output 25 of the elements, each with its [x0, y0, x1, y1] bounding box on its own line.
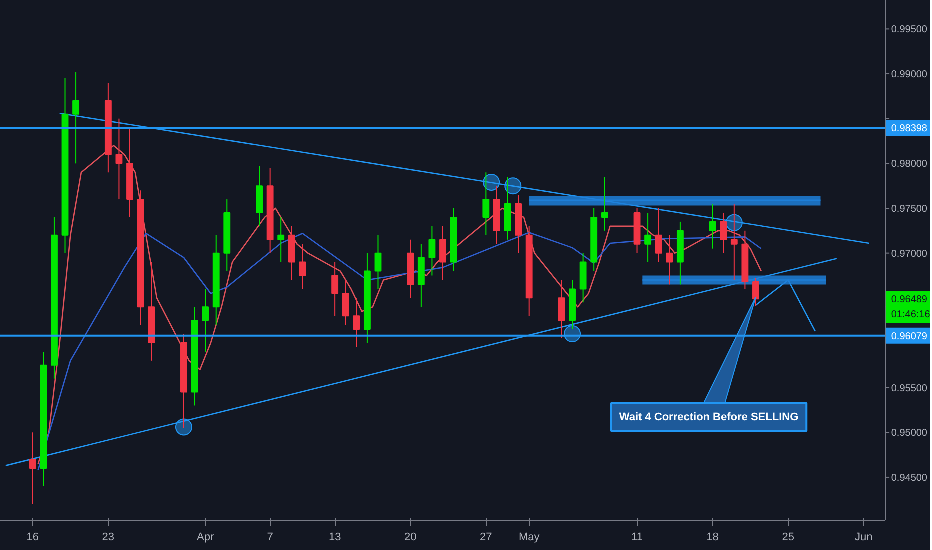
ref-line-label: 0.96079 — [891, 331, 928, 342]
annotation: Wait 4 Correction Before SELLING — [619, 411, 799, 424]
x-tick-label: 11 — [632, 532, 643, 544]
y-tick-label: 0.99000 — [891, 70, 928, 81]
y-tick-label: 0.98000 — [891, 159, 928, 170]
x-tick-label: 20 — [404, 532, 417, 544]
y-tick-label: 0.97000 — [891, 248, 928, 260]
x-tick-label: 23 — [102, 532, 115, 544]
y-tick-label: 0.94500 — [891, 472, 928, 484]
y-tick-label: 0.99500 — [891, 24, 928, 36]
x-tick-label: 16 — [26, 532, 40, 544]
x-tick-label: 13 — [328, 532, 342, 544]
x-tick-label: 7 — [267, 532, 274, 544]
y-tick-label: 0.95500 — [891, 383, 928, 394]
y-tick-label: 0.97500 — [891, 204, 928, 215]
x-tick-label: 27 — [480, 532, 492, 544]
x-tick-label: May — [518, 532, 540, 544]
y-tick-label: 0.95000 — [891, 428, 928, 440]
text: 01:46:16 — [891, 310, 931, 321]
x-tick-label: 18 — [706, 532, 719, 544]
x-tick-label: 25 — [782, 532, 794, 544]
text: 0.96489 — [891, 294, 928, 306]
x-tick-label: Jun — [855, 532, 873, 544]
ref-line-label: 0.98398 — [891, 123, 928, 134]
x-tick-label: Apr — [197, 532, 214, 544]
